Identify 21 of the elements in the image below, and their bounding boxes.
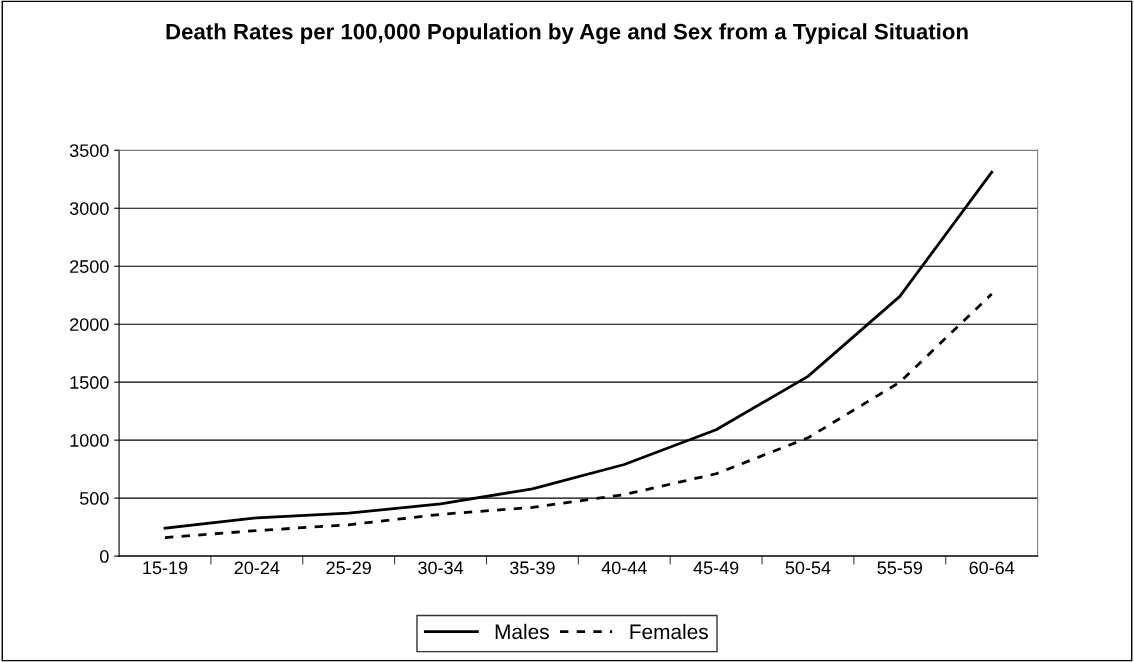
x-tick-label: 40-44 [601,561,647,575]
legend-label: Females [630,623,708,640]
x-tick-label: 15-19 [143,561,188,575]
x-tick-label: 20-24 [234,561,280,575]
x-tick-label: 35-39 [510,561,555,575]
x-tick-label: 45-49 [693,561,739,575]
legend-label: Males [495,623,549,640]
x-tick-label: 25-29 [326,561,371,575]
x-tick-label: 30-34 [418,561,464,575]
y-tick-label: 2000 [70,318,109,331]
y-tick-label: 2500 [70,260,109,273]
x-tick-label: 60-64 [969,561,1015,575]
y-tick-label: 0 [100,550,109,563]
x-tick-label: 50-54 [785,561,831,575]
y-tick-label: 500 [79,492,109,505]
chart-title: Death Rates per 100,000 Population by Age and Sex from a Typical Situation [166,23,968,44]
y-tick-label: 3500 [69,144,109,157]
x-tick-label: 55-59 [877,561,923,575]
y-tick-label: 1500 [70,376,109,389]
y-tick-label: 3000 [69,202,109,215]
y-tick-label: 1000 [70,434,109,447]
